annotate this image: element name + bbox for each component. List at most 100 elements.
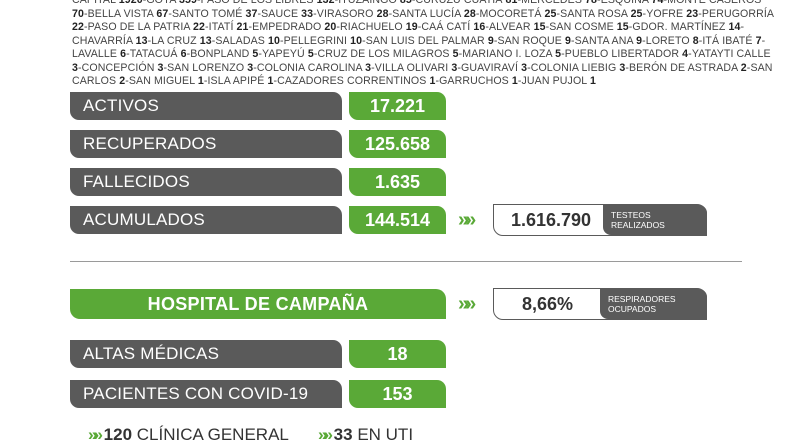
town-count: 19 bbox=[405, 21, 418, 33]
town-name: Cruz de los Milagros bbox=[317, 48, 450, 60]
town-count: 9 bbox=[636, 34, 643, 47]
town-count: 78 bbox=[585, 0, 598, 6]
town-entry: Loreto 8 bbox=[646, 35, 699, 47]
town-entry: Itatí 21 bbox=[209, 21, 249, 33]
clinica-count: 120 bbox=[103, 425, 133, 444]
town-entry: Cruz de los Milagros 5 bbox=[318, 48, 459, 60]
town-name: Pueblo Libertador bbox=[564, 48, 680, 60]
altas-label: ALTAS MÉDICAS bbox=[70, 340, 342, 368]
town-name: Monte Caseros bbox=[667, 0, 762, 6]
town-name: Guaviraví bbox=[461, 61, 519, 74]
town-count: 1 bbox=[267, 75, 274, 87]
town-count: 13 bbox=[199, 34, 212, 47]
town-entry: Mariano I. Loza 5 bbox=[462, 48, 561, 60]
town-entry: Concepción 3 bbox=[82, 62, 164, 74]
town-name: Chavarría bbox=[72, 34, 133, 47]
town-count: 8 bbox=[692, 34, 699, 47]
town-entry: Santo Tomé 37 bbox=[172, 8, 258, 20]
town-entry: Capital 1920 bbox=[72, 0, 143, 6]
town-name: San Carlos bbox=[72, 61, 773, 88]
activos-value: 17.221 bbox=[349, 92, 446, 120]
town-entry: Sauce 33 bbox=[261, 8, 313, 20]
town-name: Yofre bbox=[646, 7, 684, 20]
town-name: Perugorría bbox=[701, 7, 774, 20]
town-count: 1 bbox=[589, 75, 596, 87]
town-count: 5 bbox=[252, 48, 259, 60]
town-count: 20 bbox=[324, 21, 337, 33]
town-entry: Gdor. Martínez 14 bbox=[632, 21, 740, 33]
testeos-tag: TESTEOS REALIZADOS bbox=[603, 205, 707, 235]
town-entry: Virasoro 28 bbox=[317, 8, 389, 20]
town-count: 15 bbox=[533, 21, 546, 33]
town-count: 67 bbox=[156, 7, 169, 20]
town-name: Concepción bbox=[81, 61, 155, 74]
town-name: Itatí bbox=[208, 21, 234, 33]
town-entry: Itá Ibaté 7 bbox=[702, 35, 761, 47]
town-count: 10 bbox=[267, 34, 280, 47]
town-name: Santa Lucía bbox=[392, 7, 461, 20]
town-entry: Mocoretá 25 bbox=[479, 8, 556, 20]
town-count: 25 bbox=[630, 7, 643, 20]
town-count: 81 bbox=[505, 0, 518, 6]
town-entry: Isla Apipé 1 bbox=[208, 75, 274, 87]
town-name: Villa Olivari bbox=[374, 61, 449, 74]
uti: »» 33 EN UTI bbox=[318, 424, 413, 446]
town-name: Alvear bbox=[488, 21, 531, 33]
town-name: Riachuelo bbox=[340, 21, 403, 33]
town-entry: Berón de Astrada 2 bbox=[629, 62, 747, 74]
town-count: 6 bbox=[120, 48, 127, 60]
town-count: 3 bbox=[72, 61, 78, 74]
testeos-tag-line1: TESTEOS bbox=[611, 210, 651, 220]
town-count: 2 bbox=[740, 61, 747, 74]
town-entry: Colonia Liebig 3 bbox=[531, 62, 626, 74]
town-name: San Lorenzo bbox=[167, 61, 245, 74]
town-count: 25 bbox=[544, 7, 557, 20]
respiradores-value: 8,66% bbox=[521, 294, 574, 314]
town-name: Santo Tomé bbox=[171, 7, 243, 20]
town-entry: Bonpland 5 bbox=[190, 48, 258, 60]
respiradores-tag-line1: RESPIRADORES bbox=[608, 294, 676, 304]
town-count: 6 bbox=[180, 48, 187, 60]
town-entry: Garruchos 1 bbox=[439, 75, 518, 87]
town-count: 132 bbox=[316, 0, 335, 6]
town-entry: Yofre 23 bbox=[646, 8, 698, 20]
town-count: 2 bbox=[119, 75, 126, 87]
town-entry: Paso de la Patria 22 bbox=[88, 21, 205, 33]
town-name: Berón de Astrada bbox=[629, 61, 738, 74]
pacientes-label: PACIENTES CON COVID-19 bbox=[70, 380, 342, 408]
town-name: Isla Apipé bbox=[207, 75, 265, 87]
town-entry: Paso de los Libres 132 bbox=[201, 0, 335, 6]
town-name: Lavalle bbox=[72, 48, 118, 60]
town-count: 74 bbox=[651, 0, 664, 6]
town-count: 14 bbox=[728, 21, 741, 33]
town-count: 5 bbox=[307, 48, 314, 60]
town-entry: Saladas 10 bbox=[215, 35, 280, 47]
town-entry: Santa Rosa 25 bbox=[560, 8, 642, 20]
clinica-label: CLÍNICA GENERAL bbox=[136, 425, 289, 444]
town-name: Yapeyú bbox=[262, 48, 305, 60]
town-count: 1 bbox=[197, 75, 204, 87]
town-entry: Chavarría 13 bbox=[72, 35, 148, 47]
uti-count: 33 bbox=[333, 425, 353, 444]
town-entry: Yatayti Calle 3 bbox=[72, 48, 771, 74]
town-count: 3 bbox=[619, 61, 626, 74]
town-name: Curuzú Cuatiá bbox=[415, 0, 503, 6]
town-name: Ituzaingó bbox=[338, 0, 397, 6]
town-entry: San Lorenzo 3 bbox=[167, 62, 253, 74]
town-entry: Lavalle 6 bbox=[72, 48, 126, 60]
town-count: 70 bbox=[72, 7, 84, 20]
town-name: Bonpland bbox=[190, 48, 250, 60]
pacientes-value: 153 bbox=[349, 380, 446, 408]
town-count: 5 bbox=[555, 48, 562, 60]
town-entry: Pueblo Libertador 4 bbox=[565, 48, 688, 60]
town-entry: San Roque 9 bbox=[497, 35, 571, 47]
town-count: 16 bbox=[473, 21, 486, 33]
respiradores-tag: RESPIRADORES OCUPADOS bbox=[600, 289, 707, 319]
town-name: Garruchos bbox=[439, 75, 509, 87]
town-entry: Villa Olivari 3 bbox=[375, 62, 458, 74]
acumulados-value: 144.514 bbox=[349, 206, 446, 234]
town-name: Empedrado bbox=[252, 21, 322, 33]
town-name: Capital bbox=[72, 0, 116, 6]
town-name: San Luis del Palmar bbox=[365, 34, 485, 47]
town-count: 7 bbox=[755, 34, 762, 47]
